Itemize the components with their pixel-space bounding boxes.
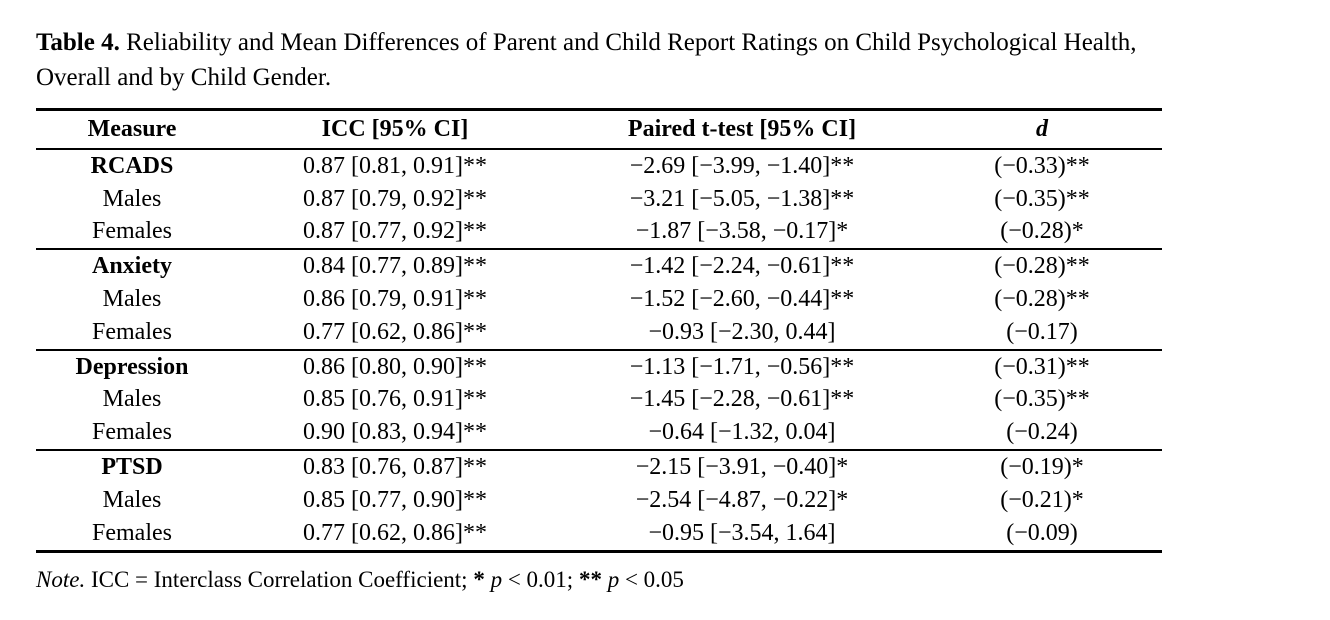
icc-cell: 0.87 [0.79, 0.92]** [303, 185, 487, 212]
icc-cell: 0.87 [0.81, 0.91]** [303, 152, 487, 179]
d-cell: (−0.28)** [994, 253, 1090, 280]
d-cell: (−0.17) [1006, 318, 1078, 345]
d-cell: (−0.21)* [1000, 486, 1084, 513]
measure-cell: Females [92, 218, 172, 245]
d-cell: (−0.31)** [994, 353, 1090, 380]
table-row: Females 0.87 [0.77, 0.92]** −1.87 [−3.58… [36, 216, 1162, 250]
paired-t-cell: −1.52 [−2.60, −0.44]** [629, 286, 855, 313]
table-title-line1: Reliability and Mean Differences of Pare… [126, 29, 1137, 56]
measure-cell: Females [92, 519, 172, 546]
paired-t-cell: −3.21 [−5.05, −1.38]** [629, 185, 855, 212]
table-title-line2: Overall and by Child Gender. [36, 64, 332, 91]
paired-t-cell: −2.15 [−3.91, −0.40]* [635, 454, 849, 481]
paired-t-cell: −1.13 [−1.71, −0.56]** [629, 353, 855, 380]
paired-t-cell: −2.54 [−4.87, −0.22]* [635, 486, 849, 513]
table-row: RCADS 0.87 [0.81, 0.91]** −2.69 [−3.99, … [36, 149, 1162, 183]
paired-t-cell: −0.64 [−1.32, 0.04] [648, 419, 836, 446]
paired-t-cell: −0.93 [−2.30, 0.44] [648, 318, 836, 345]
column-header-measure: Measure [87, 116, 177, 142]
icc-cell: 0.86 [0.79, 0.91]** [303, 286, 487, 313]
column-header-icc: ICC [95% CI] [321, 116, 469, 142]
table-row: Males 0.85 [0.77, 0.90]** −2.54 [−4.87, … [36, 484, 1162, 517]
table-row: Females 0.77 [0.62, 0.86]** −0.95 [−3.54… [36, 517, 1162, 551]
column-header-d: d [1036, 116, 1048, 142]
table-row: Anxiety 0.84 [0.77, 0.89]** −1.42 [−2.24… [36, 249, 1162, 283]
paired-t-cell: −1.42 [−2.24, −0.61]** [629, 253, 855, 280]
icc-cell: 0.77 [0.62, 0.86]** [303, 519, 487, 546]
d-cell: (−0.35)** [994, 386, 1090, 413]
measure-cell: Depression [75, 353, 189, 380]
icc-cell: 0.84 [0.77, 0.89]** [303, 253, 487, 280]
paired-t-cell: −1.45 [−2.28, −0.61]** [629, 386, 855, 413]
column-header-paired-t: Paired t-test [95% CI] [627, 116, 857, 142]
results-table: Measure ICC [95% CI] Paired t-test [95% … [36, 108, 1162, 553]
d-cell: (−0.35)** [994, 185, 1090, 212]
measure-cell: Females [92, 419, 172, 446]
note-sig1-star: * [473, 566, 485, 592]
icc-cell: 0.85 [0.77, 0.90]** [303, 486, 487, 513]
note-sig1-threshold: < 0.01; [507, 566, 574, 592]
measure-cell: Males [102, 286, 162, 313]
table-row: Males 0.85 [0.76, 0.91]** −1.45 [−2.28, … [36, 384, 1162, 417]
d-cell: (−0.28)** [994, 286, 1090, 313]
icc-cell: 0.83 [0.76, 0.87]** [303, 454, 487, 481]
table-row: Depression 0.86 [0.80, 0.90]** −1.13 [−1… [36, 349, 1162, 384]
d-cell: (−0.24) [1006, 419, 1078, 446]
paired-t-cell: −0.95 [−3.54, 1.64] [648, 519, 836, 546]
paired-t-cell: −2.69 [−3.99, −1.40]** [629, 152, 855, 179]
note-sig2-star: ** [578, 566, 602, 592]
note-definition: ICC = Interclass Correlation Coefficient… [90, 566, 468, 592]
table-row: Males 0.86 [0.79, 0.91]** −1.52 [−2.60, … [36, 283, 1162, 316]
icc-cell: 0.77 [0.62, 0.86]** [303, 318, 487, 345]
measure-cell: Males [102, 185, 162, 212]
d-cell: (−0.28)* [1000, 218, 1084, 245]
table-note: Note. ICC = Interclass Correlation Coeff… [36, 565, 1330, 595]
note-sig2-threshold: < 0.05 [624, 566, 684, 592]
d-cell: (−0.19)* [1000, 454, 1084, 481]
note-sig1-var: p [490, 566, 503, 592]
note-sig2-var: p [607, 566, 620, 592]
icc-cell: 0.90 [0.83, 0.94]** [303, 419, 487, 446]
table-row: Males 0.87 [0.79, 0.92]** −3.21 [−5.05, … [36, 183, 1162, 216]
measure-cell: Anxiety [92, 253, 172, 280]
icc-cell: 0.86 [0.80, 0.90]** [303, 353, 487, 380]
table-row: PTSD 0.83 [0.76, 0.87]** −2.15 [−3.91, −… [36, 450, 1162, 484]
table-title: Table 4. Reliability and Mean Difference… [36, 25, 1316, 95]
note-label: Note. [36, 566, 86, 592]
measure-cell: Females [92, 318, 172, 345]
icc-cell: 0.87 [0.77, 0.92]** [303, 218, 487, 245]
table-number-label: Table 4. [36, 29, 120, 56]
d-cell: (−0.09) [1006, 519, 1078, 546]
d-cell: (−0.33)** [994, 152, 1090, 179]
measure-cell: PTSD [101, 454, 163, 481]
measure-cell: Males [102, 486, 162, 513]
icc-cell: 0.85 [0.76, 0.91]** [303, 386, 487, 413]
measure-cell: RCADS [90, 152, 174, 179]
table-row: Females 0.77 [0.62, 0.86]** −0.93 [−2.30… [36, 316, 1162, 350]
header-row: Measure ICC [95% CI] Paired t-test [95% … [36, 110, 1162, 149]
measure-cell: Males [102, 386, 162, 413]
table-row: Females 0.90 [0.83, 0.94]** −0.64 [−1.32… [36, 416, 1162, 450]
paired-t-cell: −1.87 [−3.58, −0.17]* [635, 218, 849, 245]
